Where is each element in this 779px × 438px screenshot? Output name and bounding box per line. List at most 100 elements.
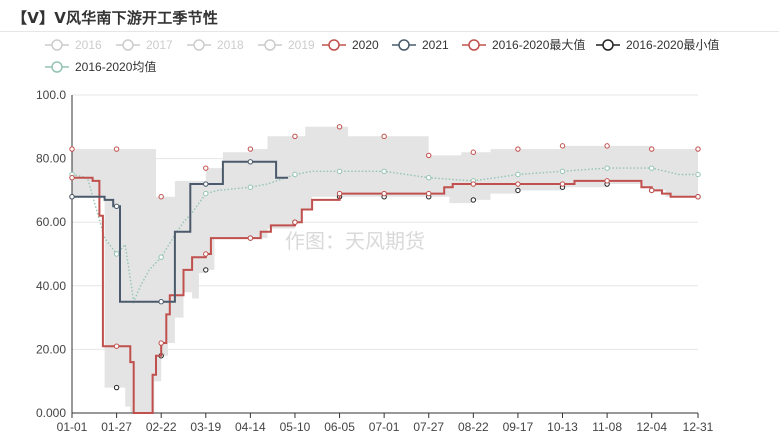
data-point <box>113 384 120 391</box>
x-tick-label: 11-08 <box>592 420 622 434</box>
x-tick-label: 07-27 <box>413 420 444 434</box>
data-point <box>470 181 477 187</box>
y-tick-label: 60.00 <box>36 215 66 229</box>
legend-label: 2021 <box>422 38 449 52</box>
legend-label: 2019 <box>288 38 315 52</box>
y-tick-label: 40.00 <box>36 279 66 293</box>
legend-swatch-marker <box>51 39 63 51</box>
data-point <box>695 146 701 152</box>
legend-label: 2018 <box>217 38 244 52</box>
x-tick-label: 12-04 <box>636 420 667 434</box>
legend-swatch-marker <box>602 39 614 51</box>
x-tick-label: 01-27 <box>101 420 132 434</box>
data-point <box>426 152 432 159</box>
data-point <box>158 254 164 260</box>
y-tick-label: 20.00 <box>36 342 66 356</box>
data-point <box>203 251 209 257</box>
data-point <box>426 174 432 181</box>
legend-swatch-marker <box>468 39 480 51</box>
data-point <box>292 171 298 178</box>
legend-swatch-marker <box>51 61 63 73</box>
data-point <box>426 190 432 197</box>
x-tick-label: 12-31 <box>683 420 714 434</box>
legend-swatch-marker <box>398 39 410 51</box>
x-tick-label: 06-05 <box>324 420 355 434</box>
title-divider <box>0 31 779 32</box>
data-point <box>515 146 521 152</box>
x-axis: 01-01 01-27 02-22 03-19 04-14 05-10 06-05 07-01… <box>57 413 714 434</box>
data-point <box>113 146 120 152</box>
legend-item: 2017 <box>116 38 173 52</box>
data-point <box>247 159 254 165</box>
data-point <box>695 171 701 178</box>
data-point <box>203 165 209 171</box>
data-point <box>247 235 254 241</box>
data-point <box>69 174 75 181</box>
x-tick-label: 07-01 <box>369 420 400 434</box>
data-point <box>113 203 120 210</box>
data-point <box>695 194 701 200</box>
data-point <box>604 143 610 149</box>
data-point <box>336 190 343 197</box>
legend-label: 2020 <box>352 38 379 52</box>
legend-item: 2021 <box>392 38 449 52</box>
data-point <box>336 124 343 130</box>
x-tick-label: 10-13 <box>547 420 578 434</box>
x-tick-label: 04-14 <box>235 420 266 434</box>
data-point <box>69 194 75 200</box>
min-max-band <box>72 126 698 414</box>
series-line <box>72 160 289 303</box>
x-tick-label: 01-01 <box>57 420 88 434</box>
data-point <box>470 197 477 203</box>
data-point <box>247 146 254 152</box>
data-point <box>648 146 655 152</box>
legend-item: 2018 <box>187 38 244 52</box>
data-point <box>559 143 566 149</box>
legend-item: 2016-2020均值 <box>45 59 156 74</box>
legend-label: 2017 <box>146 38 173 52</box>
data-point <box>292 133 298 140</box>
legend-label: 2016-2020最小值 <box>626 37 719 52</box>
legend-swatch-marker <box>193 39 205 51</box>
legend-swatch-marker <box>264 39 276 51</box>
x-tick-label: 03-19 <box>190 420 221 434</box>
data-point <box>69 146 75 152</box>
legend-swatch-marker <box>328 39 340 51</box>
x-tick-label: 09-17 <box>503 420 534 434</box>
x-tick-label: 08-22 <box>458 420 489 434</box>
y-tick-label: 100.0 <box>36 88 66 102</box>
data-point <box>559 168 566 175</box>
legend-item: 2016-2020最小值 <box>596 37 719 52</box>
data-point <box>470 149 477 155</box>
data-point <box>604 165 610 171</box>
legend: 2016 2017 2018 2019 2020 2021 2016-2020最大值 2016… <box>45 37 719 74</box>
data-point <box>113 251 120 257</box>
chart-title: 【V】V风华南下游开工季节性 <box>12 9 219 27</box>
legend-item: 2016 <box>45 38 102 52</box>
data-point <box>158 299 164 305</box>
data-point <box>203 190 209 197</box>
series-2016-2020均值 <box>69 165 701 305</box>
legend-label: 2016-2020均值 <box>75 59 156 74</box>
data-point <box>381 168 387 175</box>
watermark: 作图：天风期货 <box>285 229 425 253</box>
data-point <box>515 187 521 194</box>
x-tick-label: 02-22 <box>146 420 177 434</box>
data-point <box>247 184 254 190</box>
x-tick-label: 05-10 <box>280 420 311 434</box>
data-point <box>381 190 387 197</box>
series-2020 <box>69 174 701 414</box>
data-point <box>648 187 655 194</box>
data-point <box>559 181 566 187</box>
data-point <box>515 171 521 178</box>
data-point <box>515 181 521 187</box>
series-2016-2020最大值 <box>69 124 701 200</box>
data-point <box>113 343 120 349</box>
data-point <box>648 165 655 171</box>
y-tick-label: 0.000 <box>36 406 66 420</box>
data-point <box>292 219 298 225</box>
data-point <box>158 194 164 200</box>
data-point <box>203 181 209 187</box>
legend-item: 2020 <box>322 38 379 52</box>
